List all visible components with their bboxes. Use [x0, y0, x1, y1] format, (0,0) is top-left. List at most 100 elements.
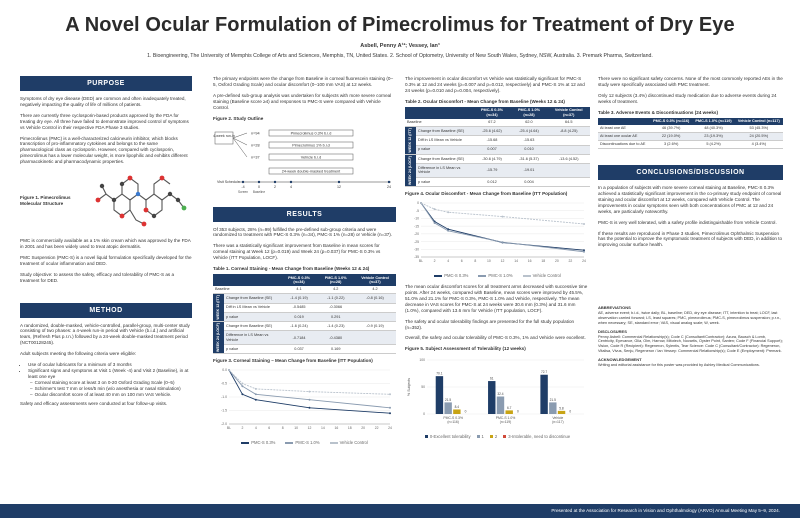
table-header	[598, 117, 650, 126]
table-cell: -0.3066	[317, 303, 355, 313]
poster-header: A Novel Ocular Formulation of Pimecrolim…	[0, 0, 800, 70]
group-label-text: WEEK 12 (ITT)	[216, 295, 221, 320]
safety-paragraph: Only 12 subjects (3.4%) discontinued stu…	[598, 92, 777, 104]
conclusion-paragraph: PMC-S is very well tolerated, with a saf…	[598, 219, 777, 225]
table-group-label: WEEK 24 (LOCF)	[213, 321, 224, 355]
data-point	[420, 202, 422, 205]
x-tick-label: 20	[361, 426, 365, 430]
y-tick-label: -35	[414, 255, 419, 259]
figure-4-caption: Figure 4. Ocular Discomfort - Mean Chang…	[405, 191, 568, 197]
table-row: At least one AE 46 (39.7%) 48 (40.3%) 53 (4…	[598, 125, 783, 134]
table-cell: 67.2	[473, 118, 511, 127]
table-cell: Difference in LS Mean vs Vehicle	[224, 330, 281, 346]
table-cell: 0.012	[473, 177, 511, 188]
bar	[549, 402, 557, 415]
table-row: p value 0.007 0.010	[405, 145, 590, 155]
figure-2-caption: Figure 2. Study Outline	[213, 115, 264, 121]
table-cell: -0.9 (0.19)	[354, 321, 396, 332]
table-header	[213, 274, 281, 287]
bar	[444, 402, 452, 415]
legend-swatch	[503, 435, 507, 439]
table-cell: 48 (40.3%)	[692, 125, 735, 134]
table-cell: 0.019	[280, 312, 318, 323]
adverse-events-table: PMC-S 0.3% (n=116) PMC-S 1.0% (n=119) Vehi…	[598, 117, 783, 150]
x-tick-label: 14	[514, 259, 518, 263]
legend-swatch	[285, 441, 294, 444]
legend-item: 0-Excellent tolerability	[424, 434, 471, 439]
discomfort-paragraph: The improvement in ocular discomfort vs …	[405, 76, 585, 93]
table-cell: 53 (45.3%)	[734, 125, 783, 134]
y-tick-label: -30	[414, 248, 419, 252]
x-tick-label: 10	[294, 426, 298, 430]
table-row: Difference in LS Mean vs Vehicle -15.79 -1…	[405, 163, 590, 179]
arm-connector	[232, 132, 248, 138]
molecule-structure-image	[95, 175, 187, 227]
purpose-paragraph: Symptoms of dry eye disease (DED) are co…	[20, 96, 186, 107]
table-cell: 64.5	[547, 118, 590, 127]
x-tick-label: 14	[321, 426, 325, 430]
criteria-item: Use of ocular lubricants for a minimum o…	[28, 362, 192, 368]
table-cell: 22 (19.0%)	[650, 132, 693, 142]
x-tick-label: 6	[461, 259, 463, 263]
table-cell: -15.68	[473, 135, 511, 146]
table-cell: -13.6 (4.52)	[547, 154, 590, 164]
data-point	[308, 399, 311, 402]
table-cell: p value	[416, 145, 474, 155]
legend-item: 3-Intolerable, need to discontinue	[503, 434, 570, 439]
y-tick-label: 0	[423, 413, 425, 417]
results-paragraph: Of 353 subjects, 28% (n=99) fulfilled th…	[213, 226, 393, 238]
data-point	[254, 399, 257, 402]
figure-5-caption: Figure 5. Subject Assessment of Tolerabi…	[405, 346, 526, 352]
table-header: PMC-S 0.3% (n=34)	[473, 106, 511, 119]
bar-value-label: 0	[465, 410, 467, 414]
arm-label: Vehicle b.i.d	[301, 155, 321, 159]
data-point	[583, 250, 585, 253]
bar	[496, 396, 505, 415]
y-tick-label: -25	[414, 240, 419, 244]
arm-connector	[232, 137, 248, 157]
table-cell: 4 (3.4%)	[734, 140, 783, 150]
x-tick-label: 6	[268, 426, 270, 430]
table-cell: Change from Baseline (SE)	[416, 154, 474, 164]
legend-label: Vehicle Control	[532, 273, 561, 279]
y-tick-label: -1.0	[221, 396, 227, 400]
data-point	[447, 228, 450, 231]
legend-item: Vehicle Control	[329, 440, 368, 445]
figure-3-caption: Figure 3. Corneal Staining – Mean Change…	[213, 358, 373, 364]
bar-value-label: 61	[490, 377, 494, 381]
arm-connector	[232, 137, 248, 145]
table-row: WEEK 12 (ITT) Change from Baseline (SE) -2…	[405, 126, 590, 155]
bar	[435, 376, 444, 415]
visit-week: 12	[337, 185, 341, 189]
table-cell: -1.4 (0.19)	[280, 293, 318, 304]
table-row: Diff in LS Mean vs Vehicle -0.5485 -0.3066	[213, 303, 396, 313]
data-point	[389, 412, 391, 415]
y-tick-label: 50	[421, 386, 425, 390]
table-cell: -25.6 (4.62)	[473, 126, 511, 137]
x-tick-label: 4	[255, 426, 257, 430]
treatment-box	[268, 167, 354, 174]
acknowledgement-heading: ACKNOWLEDGEMENT	[598, 356, 642, 362]
purpose-paragraph: PMC is commercially available as a 1% sk…	[20, 238, 191, 249]
data-point	[501, 241, 504, 244]
results-heading: RESULTS	[213, 206, 396, 222]
y-tick-label: 100	[419, 359, 425, 363]
data-point	[254, 388, 257, 391]
table-header: PMC-S 0.3% (n=116)	[650, 117, 693, 126]
column-1: PURPOSE Symptoms of dry eye disease (DED…	[20, 76, 192, 412]
bar-value-label: 21.5	[445, 398, 451, 402]
table-row: WEEK 24 (LOCF) Change from Baseline (SE) -…	[213, 321, 396, 355]
affiliations: 1. Bioengineering, The University of Mem…	[147, 53, 653, 59]
data-point	[308, 407, 311, 410]
legend-item: PMC-S 1.0%	[285, 440, 320, 445]
group-label-text: WEEK 12 (ITT)	[408, 128, 413, 153]
table-header: Vehicle Control (n=37)	[547, 106, 590, 119]
data-point	[433, 222, 436, 225]
visit-week: 24	[387, 185, 391, 189]
data-point	[447, 211, 450, 214]
conclusions-heading: CONCLUSIONS/DISCUSSION	[598, 165, 783, 181]
x-tick-label: 12	[501, 259, 505, 263]
y-tick-label: -15	[414, 224, 419, 228]
column-4: There were no significant safety concern…	[598, 76, 783, 371]
data-point	[583, 223, 585, 226]
